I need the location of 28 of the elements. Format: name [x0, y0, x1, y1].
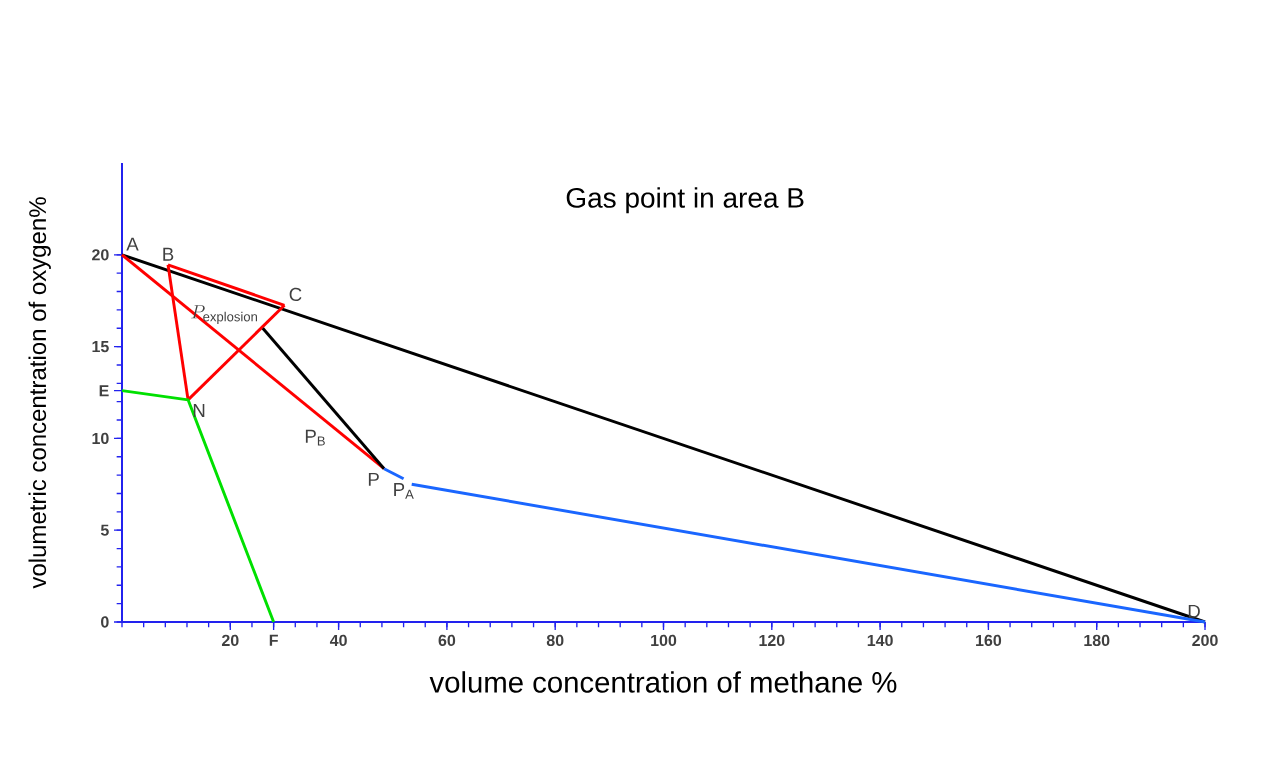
x-tick-label: 180: [1084, 634, 1110, 647]
x-tick-label: 40: [329, 634, 347, 647]
y-tick-label: 10: [92, 432, 109, 445]
annotation: P$_{B}$: [305, 429, 325, 446]
y-tick-label: E: [99, 385, 109, 397]
x-tick-label: 160: [976, 634, 1002, 647]
x-tick-label: 140: [867, 634, 893, 647]
x-tick-label: 100: [651, 634, 677, 647]
y-axis-title: volumetric concentration of oxygen%: [28, 197, 51, 589]
annotation: P: [368, 472, 379, 486]
text: Gas point in area B: [566, 187, 804, 214]
annotation: P$_{A}$: [394, 483, 414, 499]
y-tick-label: 15: [92, 341, 109, 353]
x-axis-title: volume concentration of methane %: [429, 671, 897, 693]
annotation: N: [193, 404, 205, 417]
x-tick-label: 20: [221, 634, 239, 647]
y-tick-label: 5: [100, 524, 109, 536]
x-tick-label: 60: [438, 634, 456, 647]
x-tick-label: 120: [759, 634, 785, 647]
x-tick-label: F: [269, 634, 278, 646]
annotation: C: [289, 287, 302, 302]
y-tick-label: 0: [101, 616, 109, 628]
annotation: D: [1188, 604, 1200, 618]
y-tick-label: 20: [92, 249, 109, 261]
x-tick-label: 200: [1192, 634, 1218, 647]
x-tick-label: 80: [546, 634, 564, 647]
annotation: A: [126, 237, 139, 251]
annotation: B: [163, 247, 174, 261]
